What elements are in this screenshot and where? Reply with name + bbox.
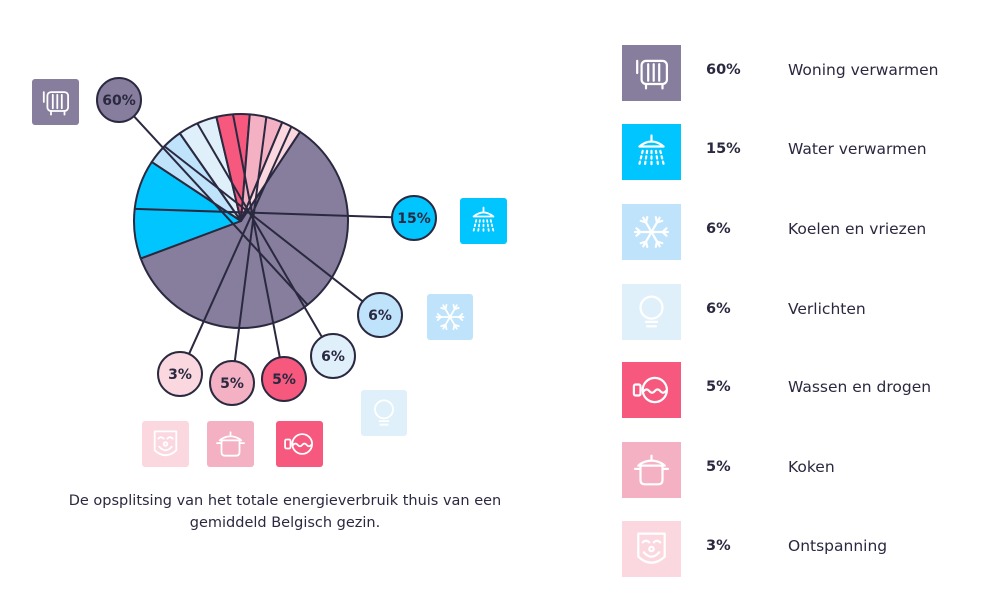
legend-item: 3% Ontspanning [622, 521, 982, 577]
value-bubble-6 [157, 351, 203, 397]
legend-value: 6% [706, 301, 731, 317]
washing-machine-icon [622, 362, 681, 418]
lightbulb-icon [361, 390, 407, 436]
value-label-3: 6% [321, 349, 345, 365]
cooking-pot-icon [622, 442, 681, 498]
value-label-0: 60% [102, 93, 136, 109]
connector-line-0 [133, 115, 309, 306]
pie-chart: 60% 15% 6% 6% 5% 5% 3% [32, 77, 507, 467]
connector-line-3 [196, 122, 323, 338]
legend-value: 6% [706, 221, 731, 237]
legend-label: Water verwarmen [788, 140, 927, 158]
legend-value: 3% [706, 538, 731, 554]
value-bubble-3 [310, 333, 356, 379]
connector-line-1 [134, 207, 393, 219]
snowflake-icon [427, 294, 473, 340]
pie-slices [133, 113, 349, 329]
legend-label: Wassen en drogen [788, 378, 932, 396]
legend-label: Koken [788, 458, 835, 476]
value-bubble-4 [261, 356, 307, 402]
legend-label: Woning verwarmen [788, 61, 939, 79]
value-label-1: 15% [397, 211, 431, 227]
legend-item: 60% Woning verwarmen [622, 45, 982, 101]
value-label-5: 5% [220, 376, 244, 392]
shower-icon [622, 124, 681, 180]
legend-value: 5% [706, 459, 731, 475]
entertainment-icon [142, 421, 189, 467]
connector-line-6 [188, 126, 293, 355]
value-bubble-5 [209, 360, 255, 406]
value-labels: 60% 15% 6% 6% 5% 5% 3% [96, 77, 437, 406]
legend-label: Verlichten [788, 300, 866, 318]
chart-caption: De opsplitsing van het totale energiever… [68, 493, 502, 531]
legend-item: 15% Water verwarmen [622, 124, 982, 180]
shower-icon [460, 198, 507, 244]
value-label-2: 6% [368, 308, 392, 324]
legend-item: 6% Verlichten [622, 284, 982, 340]
value-bubble-2 [357, 292, 403, 338]
radiator-icon [32, 79, 79, 125]
entertainment-icon [622, 521, 681, 577]
snowflake-icon [622, 204, 681, 260]
lightbulb-icon [622, 284, 681, 340]
value-label-6: 3% [168, 367, 192, 383]
label-connectors [133, 114, 393, 362]
value-label-4: 5% [272, 372, 296, 388]
value-bubble-1 [391, 195, 437, 241]
legend-label: Ontspanning [788, 537, 888, 555]
connector-line-2 [163, 145, 364, 303]
cooking-pot-icon [207, 421, 254, 467]
connector-line-5 [233, 116, 268, 362]
connector-line-4 [231, 114, 281, 358]
legend-value: 60% [706, 62, 741, 78]
legend-value: 15% [706, 141, 741, 157]
legend-item: 5% Koken [622, 442, 982, 498]
legend-item: 5% Wassen en drogen [622, 362, 982, 418]
legend-label: Koelen en vriezen [788, 220, 927, 238]
value-bubble-0 [96, 77, 142, 123]
washing-machine-icon [276, 421, 323, 467]
legend-item: 6% Koelen en vriezen [622, 204, 982, 260]
radiator-icon [622, 45, 681, 101]
legend-value: 5% [706, 379, 731, 395]
chart-icons [32, 79, 507, 467]
